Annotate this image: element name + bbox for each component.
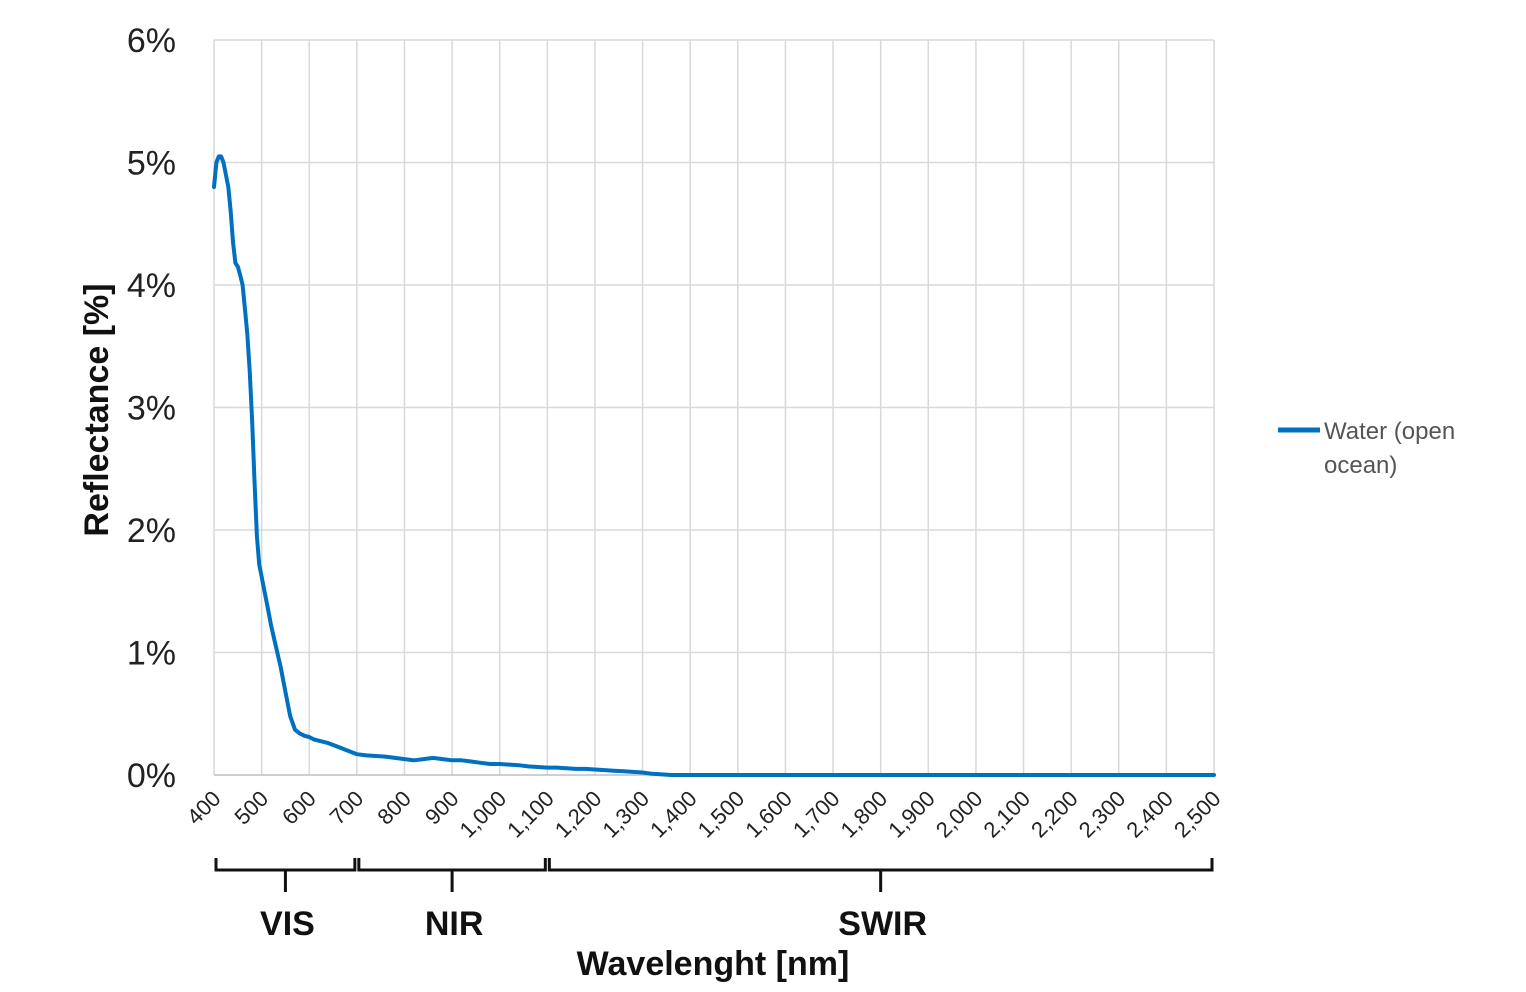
y-tick-label: 1% <box>127 635 176 673</box>
y-tick-label: 6% <box>127 22 176 60</box>
x-tick-label: 1,800 <box>836 786 893 843</box>
region-label-nir: NIR <box>425 905 484 943</box>
x-tick-label: 1,300 <box>597 786 654 843</box>
region-bracket-vis <box>214 858 357 892</box>
grid <box>213 39 1215 776</box>
region-bracket-swir <box>547 858 1214 892</box>
y-tick-label: 5% <box>127 145 176 183</box>
region-label-vis: VIS <box>260 905 315 943</box>
region-label-swir: SWIR <box>838 905 927 943</box>
y-tick-label: 2% <box>127 512 176 550</box>
x-tick-label: 1,200 <box>550 786 607 843</box>
region-bracket-nir <box>357 858 547 892</box>
x-tick-label: 800 <box>372 786 416 830</box>
y-axis-label: Reflectance [%] <box>78 283 116 536</box>
x-tick-label: 1,000 <box>455 786 512 843</box>
x-tick-label: 700 <box>325 786 369 830</box>
series-line-water <box>212 154 1216 777</box>
x-tick-label: 1,600 <box>740 786 797 843</box>
x-tick-label: 1,100 <box>502 786 559 843</box>
wavelength-regions: VIS NIR SWIR <box>214 858 1214 943</box>
series-layer <box>212 154 1216 777</box>
x-tick-label: 1,400 <box>645 786 702 843</box>
x-tick-label: 2,400 <box>1121 786 1178 843</box>
y-tick-label: 4% <box>127 267 176 305</box>
y-tick-label: 3% <box>127 390 176 428</box>
y-tick-label: 0% <box>127 757 176 795</box>
x-axis-label: Wavelenght [nm] <box>577 945 850 983</box>
x-tick-label: 500 <box>230 786 274 830</box>
x-tick-label: 2,000 <box>931 786 988 843</box>
legend: Water (open ocean) <box>1278 418 1455 479</box>
x-tick-label: 1,900 <box>883 786 940 843</box>
x-tick-label: 1,700 <box>788 786 845 843</box>
x-tick-label: 1,500 <box>693 786 750 843</box>
x-axis-ticks: 400 500 600 700 800 9001,0001,1001,2001,3001,… <box>182 786 1226 843</box>
x-tick-label: 2,500 <box>1169 786 1226 843</box>
y-axis-ticks: 0% 1% 2% 3% 4% 5% 6% <box>127 22 176 795</box>
x-tick-label: 2,100 <box>978 786 1035 843</box>
x-tick-label: 2,200 <box>1026 786 1083 843</box>
x-tick-label: 400 <box>182 786 226 830</box>
x-tick-label: 600 <box>277 786 321 830</box>
legend-label-line2: ocean) <box>1324 452 1397 479</box>
x-tick-label: 2,300 <box>1074 786 1131 843</box>
legend-label-line1: Water (open <box>1324 418 1455 445</box>
